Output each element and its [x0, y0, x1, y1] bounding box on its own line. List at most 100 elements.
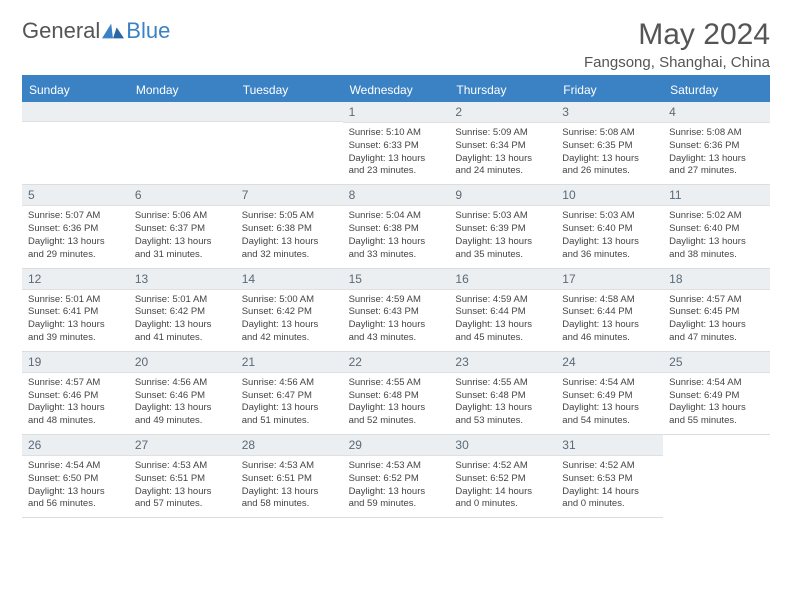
weekday-header: Wednesday — [343, 78, 450, 102]
logo: General Blue — [22, 18, 170, 44]
day-number: 22 — [343, 352, 450, 373]
calendar-day-cell: 30Sunrise: 4:52 AMSunset: 6:52 PMDayligh… — [449, 435, 556, 518]
day-info: Sunrise: 4:59 AMSunset: 6:43 PMDaylight:… — [343, 290, 450, 351]
day-number: 4 — [663, 102, 770, 123]
calendar-day-cell: 20Sunrise: 4:56 AMSunset: 6:46 PMDayligh… — [129, 352, 236, 435]
day-info: Sunrise: 4:59 AMSunset: 6:44 PMDaylight:… — [449, 290, 556, 351]
day-number: 25 — [663, 352, 770, 373]
day-number: 28 — [236, 435, 343, 456]
day-number: 21 — [236, 352, 343, 373]
day-number: 14 — [236, 269, 343, 290]
day-number: 29 — [343, 435, 450, 456]
day-info: Sunrise: 4:54 AMSunset: 6:49 PMDaylight:… — [556, 373, 663, 434]
day-info: Sunrise: 4:58 AMSunset: 6:44 PMDaylight:… — [556, 290, 663, 351]
day-info: Sunrise: 5:04 AMSunset: 6:38 PMDaylight:… — [343, 206, 450, 267]
day-info: Sunrise: 5:10 AMSunset: 6:33 PMDaylight:… — [343, 123, 450, 184]
calendar-day-cell: 8Sunrise: 5:04 AMSunset: 6:38 PMDaylight… — [343, 185, 450, 268]
calendar-day-cell: 16Sunrise: 4:59 AMSunset: 6:44 PMDayligh… — [449, 269, 556, 352]
weekday-header: Tuesday — [236, 78, 343, 102]
day-number: 5 — [22, 185, 129, 206]
weekday-header: Monday — [129, 78, 236, 102]
day-number: 11 — [663, 185, 770, 206]
calendar-day-cell: 5Sunrise: 5:07 AMSunset: 6:36 PMDaylight… — [22, 185, 129, 268]
day-info: Sunrise: 5:05 AMSunset: 6:38 PMDaylight:… — [236, 206, 343, 267]
weekday-header: Thursday — [449, 78, 556, 102]
day-number: 27 — [129, 435, 236, 456]
day-number: 10 — [556, 185, 663, 206]
day-info: Sunrise: 5:03 AMSunset: 6:39 PMDaylight:… — [449, 206, 556, 267]
day-number: 7 — [236, 185, 343, 206]
calendar-day-cell: 17Sunrise: 4:58 AMSunset: 6:44 PMDayligh… — [556, 269, 663, 352]
day-info: Sunrise: 5:00 AMSunset: 6:42 PMDaylight:… — [236, 290, 343, 351]
calendar-day-cell: 22Sunrise: 4:55 AMSunset: 6:48 PMDayligh… — [343, 352, 450, 435]
day-info: Sunrise: 5:01 AMSunset: 6:42 PMDaylight:… — [129, 290, 236, 351]
calendar-day-cell: 27Sunrise: 4:53 AMSunset: 6:51 PMDayligh… — [129, 435, 236, 518]
day-number: 3 — [556, 102, 663, 123]
day-number: 26 — [22, 435, 129, 456]
calendar-day-cell: 23Sunrise: 4:55 AMSunset: 6:48 PMDayligh… — [449, 352, 556, 435]
calendar-day-cell: 18Sunrise: 4:57 AMSunset: 6:45 PMDayligh… — [663, 269, 770, 352]
calendar-grid: SundayMondayTuesdayWednesdayThursdayFrid… — [22, 75, 770, 518]
day-info: Sunrise: 4:53 AMSunset: 6:51 PMDaylight:… — [236, 456, 343, 517]
weekday-header: Saturday — [663, 78, 770, 102]
day-number: 24 — [556, 352, 663, 373]
day-number: 12 — [22, 269, 129, 290]
day-number: 18 — [663, 269, 770, 290]
day-number: 16 — [449, 269, 556, 290]
day-number: 17 — [556, 269, 663, 290]
day-number: 15 — [343, 269, 450, 290]
day-info: Sunrise: 4:55 AMSunset: 6:48 PMDaylight:… — [343, 373, 450, 434]
calendar-empty-cell: . — [236, 102, 343, 185]
calendar-day-cell: 21Sunrise: 4:56 AMSunset: 6:47 PMDayligh… — [236, 352, 343, 435]
header: General Blue May 2024 Fangsong, Shanghai… — [22, 18, 770, 71]
calendar-day-cell: 29Sunrise: 4:53 AMSunset: 6:52 PMDayligh… — [343, 435, 450, 518]
day-info: Sunrise: 4:54 AMSunset: 6:50 PMDaylight:… — [22, 456, 129, 517]
calendar-day-cell: 24Sunrise: 4:54 AMSunset: 6:49 PMDayligh… — [556, 352, 663, 435]
day-number: 13 — [129, 269, 236, 290]
calendar-day-cell: 1Sunrise: 5:10 AMSunset: 6:33 PMDaylight… — [343, 102, 450, 185]
calendar-day-cell: 3Sunrise: 5:08 AMSunset: 6:35 PMDaylight… — [556, 102, 663, 185]
day-number: 8 — [343, 185, 450, 206]
day-number: 1 — [343, 102, 450, 123]
day-info: Sunrise: 4:57 AMSunset: 6:46 PMDaylight:… — [22, 373, 129, 434]
calendar-day-cell: 6Sunrise: 5:06 AMSunset: 6:37 PMDaylight… — [129, 185, 236, 268]
day-number: 19 — [22, 352, 129, 373]
day-info: Sunrise: 4:53 AMSunset: 6:52 PMDaylight:… — [343, 456, 450, 517]
day-info: Sunrise: 5:01 AMSunset: 6:41 PMDaylight:… — [22, 290, 129, 351]
day-info: Sunrise: 4:56 AMSunset: 6:46 PMDaylight:… — [129, 373, 236, 434]
weekday-header: Sunday — [22, 78, 129, 102]
day-number: 23 — [449, 352, 556, 373]
calendar-day-cell: 31Sunrise: 4:52 AMSunset: 6:53 PMDayligh… — [556, 435, 663, 518]
day-info: Sunrise: 5:08 AMSunset: 6:35 PMDaylight:… — [556, 123, 663, 184]
day-info: Sunrise: 4:52 AMSunset: 6:52 PMDaylight:… — [449, 456, 556, 517]
weekday-header: Friday — [556, 78, 663, 102]
day-number: 20 — [129, 352, 236, 373]
day-info: Sunrise: 5:09 AMSunset: 6:34 PMDaylight:… — [449, 123, 556, 184]
calendar-day-cell: 14Sunrise: 5:00 AMSunset: 6:42 PMDayligh… — [236, 269, 343, 352]
calendar-day-cell: 13Sunrise: 5:01 AMSunset: 6:42 PMDayligh… — [129, 269, 236, 352]
day-number: 30 — [449, 435, 556, 456]
day-info: Sunrise: 5:03 AMSunset: 6:40 PMDaylight:… — [556, 206, 663, 267]
month-title: May 2024 — [584, 18, 770, 52]
day-info: Sunrise: 5:07 AMSunset: 6:36 PMDaylight:… — [22, 206, 129, 267]
day-info: Sunrise: 4:54 AMSunset: 6:49 PMDaylight:… — [663, 373, 770, 434]
calendar-day-cell: 2Sunrise: 5:09 AMSunset: 6:34 PMDaylight… — [449, 102, 556, 185]
day-info: Sunrise: 4:52 AMSunset: 6:53 PMDaylight:… — [556, 456, 663, 517]
title-block: May 2024 Fangsong, Shanghai, China — [584, 18, 770, 71]
calendar-day-cell: 25Sunrise: 4:54 AMSunset: 6:49 PMDayligh… — [663, 352, 770, 435]
day-number: 9 — [449, 185, 556, 206]
day-info: Sunrise: 4:57 AMSunset: 6:45 PMDaylight:… — [663, 290, 770, 351]
calendar-day-cell: 26Sunrise: 4:54 AMSunset: 6:50 PMDayligh… — [22, 435, 129, 518]
calendar-day-cell: 12Sunrise: 5:01 AMSunset: 6:41 PMDayligh… — [22, 269, 129, 352]
logo-text-1: General — [22, 18, 100, 44]
calendar-empty-cell: . — [22, 102, 129, 185]
day-info: Sunrise: 4:56 AMSunset: 6:47 PMDaylight:… — [236, 373, 343, 434]
day-number: 31 — [556, 435, 663, 456]
calendar-day-cell: 4Sunrise: 5:08 AMSunset: 6:36 PMDaylight… — [663, 102, 770, 185]
day-info: Sunrise: 5:08 AMSunset: 6:36 PMDaylight:… — [663, 123, 770, 184]
calendar-day-cell: 19Sunrise: 4:57 AMSunset: 6:46 PMDayligh… — [22, 352, 129, 435]
day-number: 2 — [449, 102, 556, 123]
location: Fangsong, Shanghai, China — [584, 54, 770, 71]
logo-text-2: Blue — [126, 18, 170, 44]
calendar-empty-cell: . — [129, 102, 236, 185]
